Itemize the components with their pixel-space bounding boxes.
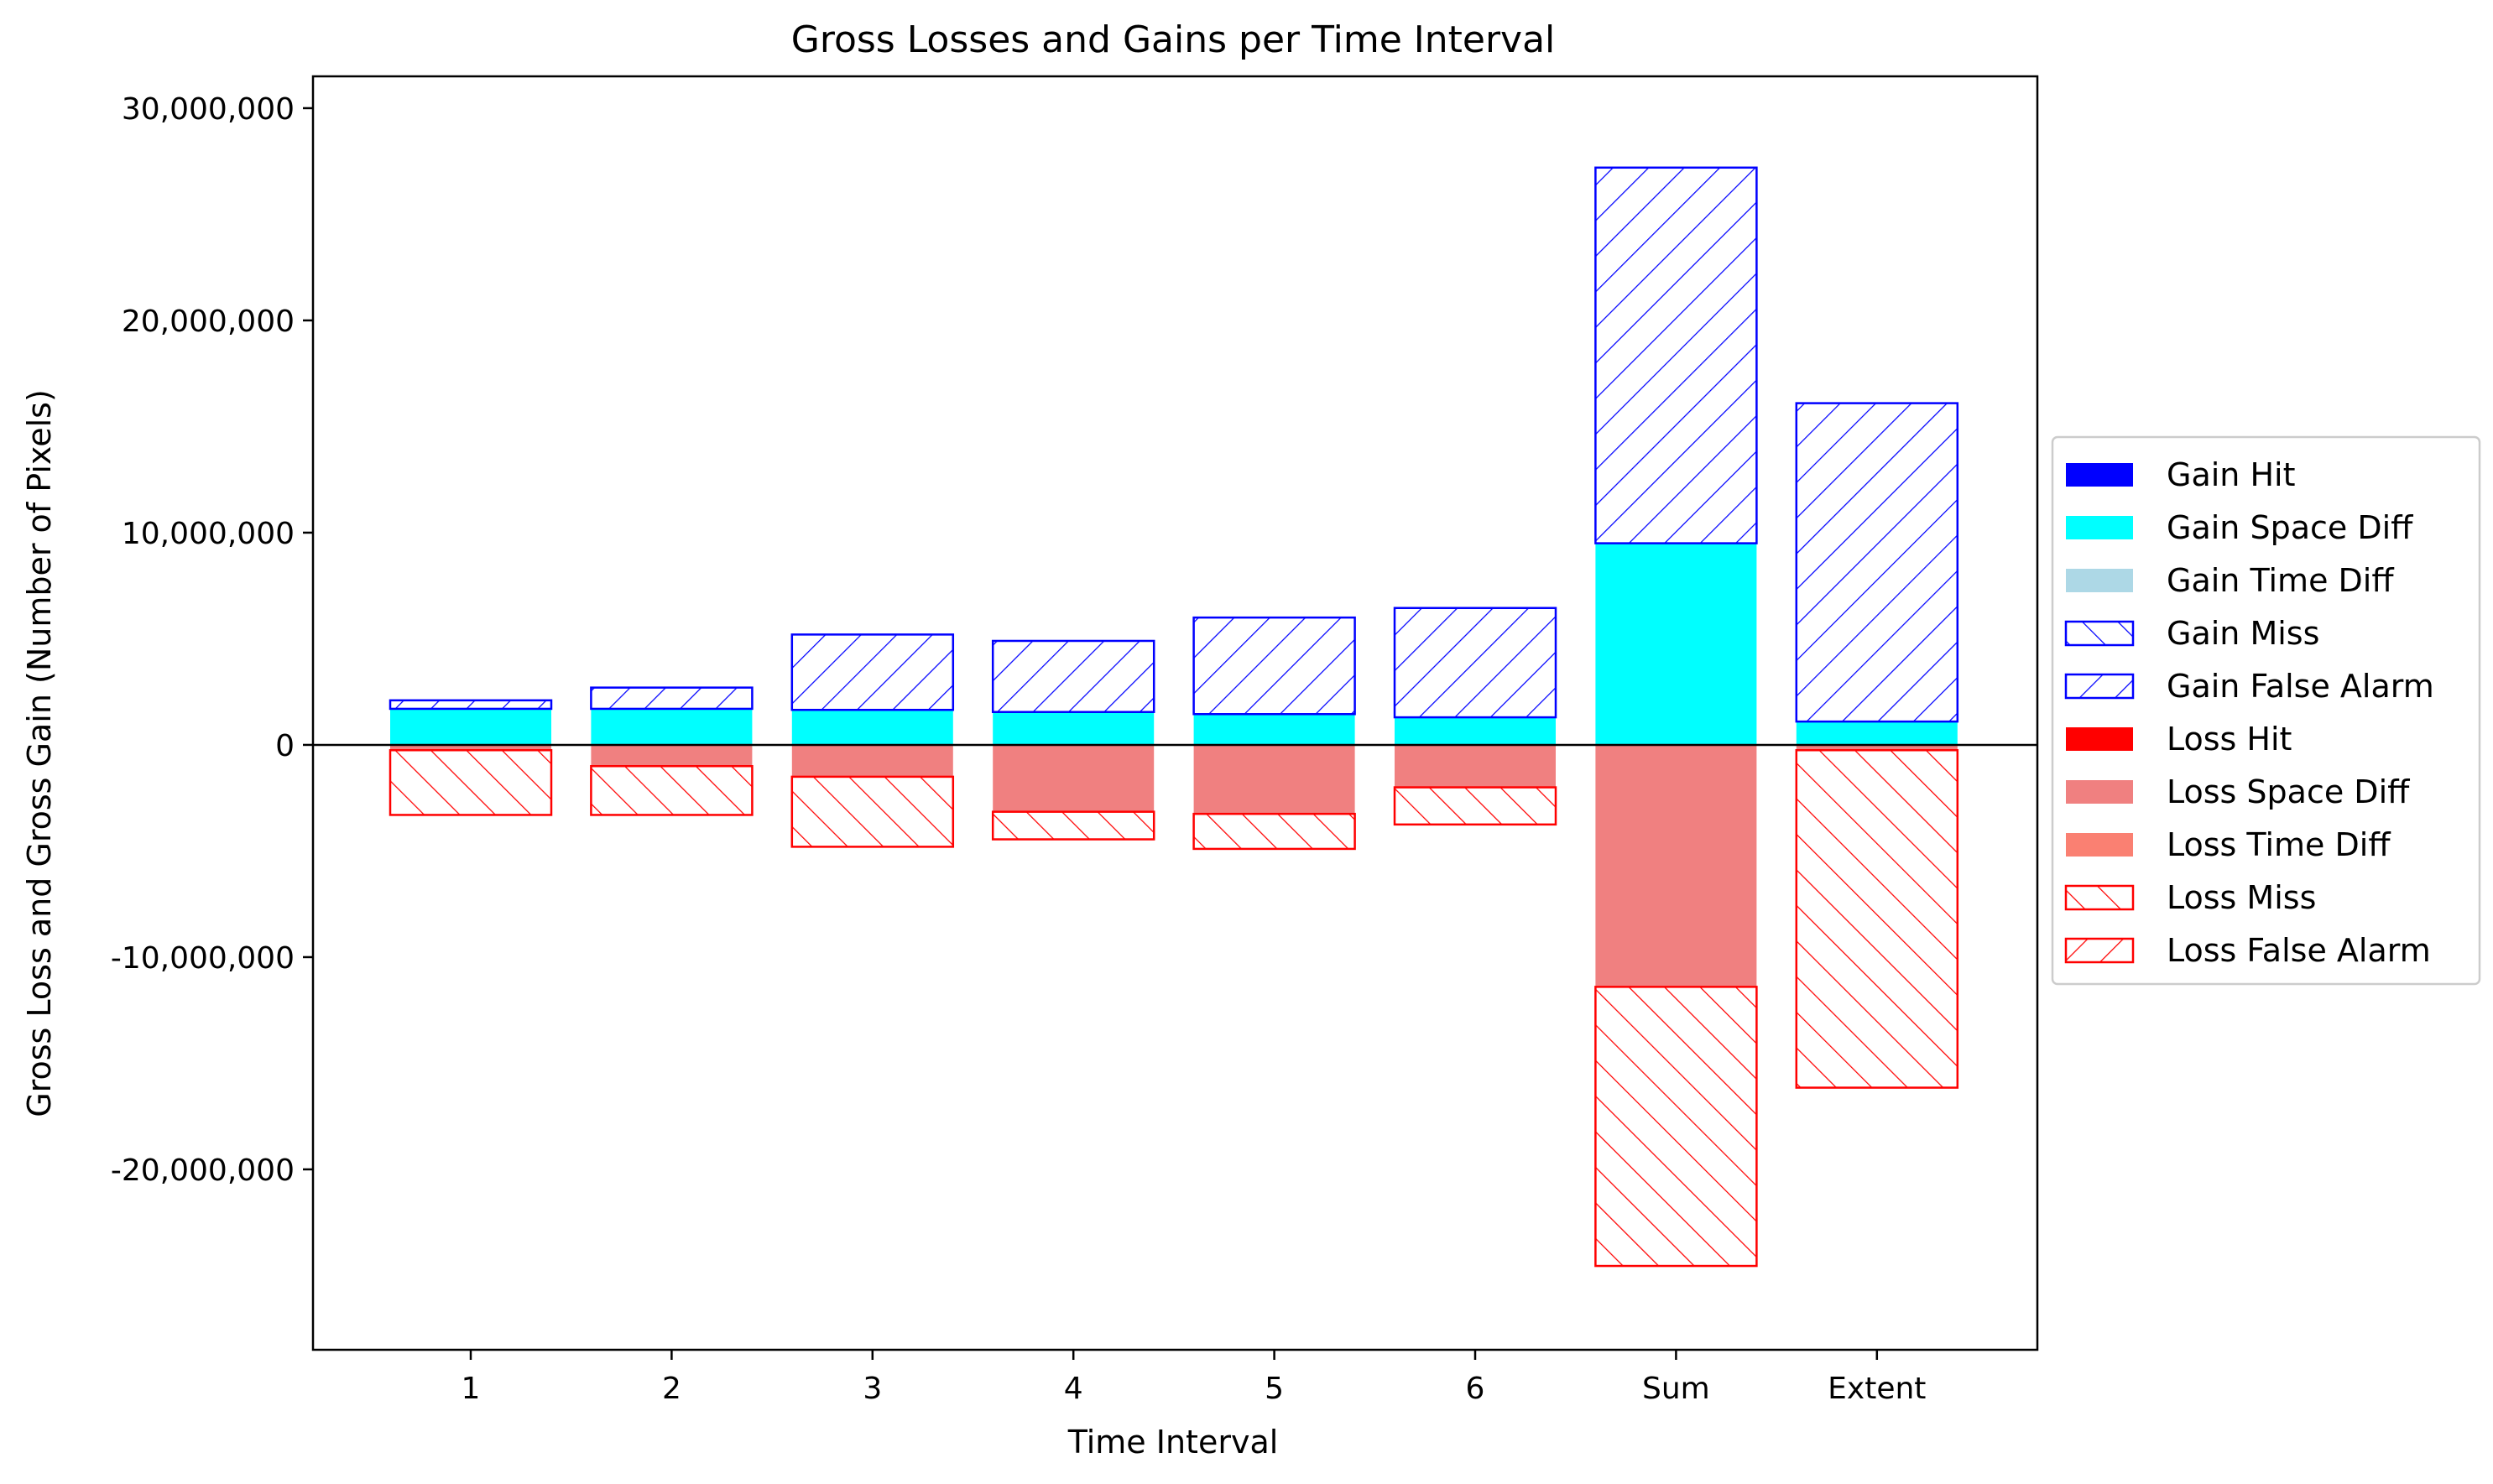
x-tick-label: 3 <box>863 1372 882 1406</box>
bar-hatch-gain-false-alarm-6 <box>1393 607 1557 719</box>
bar-hatch-gain-false-alarm-2 <box>590 686 754 711</box>
bar-gain-space-diff-6 <box>1395 717 1556 745</box>
y-tick-label: 30,000,000 <box>122 92 295 127</box>
bar-loss-space-diff-6 <box>1395 744 1556 788</box>
legend: Gain Hit Gain Space Diff Gain Time Diff Gai… <box>2051 435 2481 986</box>
bar-loss-space-diff-extent <box>1796 744 1958 751</box>
bar-gain-space-diff-1 <box>390 708 551 745</box>
bar-hatch-loss-miss-3 <box>790 775 955 848</box>
bar-hatch-gain-false-alarm-3 <box>790 633 955 711</box>
bar-hatch-gain-false-alarm-4 <box>991 639 1155 713</box>
bar-gain-space-diff-4 <box>993 711 1155 745</box>
bar-loss-space-diff-2 <box>591 744 753 767</box>
bar-hatch-loss-miss-5 <box>1192 812 1356 851</box>
legend-label-gain-space-diff: Gain Space Diff <box>2167 509 2413 546</box>
legend-swatch-loss-miss <box>2064 884 2135 911</box>
y-axis: -20,000,000 -10,000,000 0 10,000,000 20,000,… <box>111 92 313 1188</box>
bar-loss-space-diff-1 <box>390 744 551 751</box>
chart-title: Gross Losses and Gains per Time Interval <box>791 18 1556 61</box>
x-tick-label: 2 <box>662 1372 681 1406</box>
bar-loss-space-diff-5 <box>1193 744 1355 815</box>
bar-hatch-gain-false-alarm-1 <box>389 699 553 711</box>
legend-swatch-gain-time-diff <box>2066 569 2133 592</box>
y-axis-label: Gross Loss and Gross Gain (Number of Pix… <box>21 389 58 1117</box>
legend-label-loss-space-diff: Loss Space Diff <box>2167 773 2410 810</box>
legend-swatch-gain-false-alarm <box>2064 673 2135 700</box>
legend-swatch-loss-time-diff <box>2066 833 2133 857</box>
bar-hatch-loss-miss-1 <box>389 749 553 816</box>
bar-hatch-gain-false-alarm-sum <box>1594 166 1758 544</box>
x-axis: 1 2 3 4 5 6 Sum Extent <box>462 1350 1926 1406</box>
legend-label-gain-false-alarm: Gain False Alarm <box>2167 668 2434 705</box>
legend-label-gain-hit: Gain Hit <box>2167 456 2295 493</box>
y-tick-label: 10,000,000 <box>122 517 295 551</box>
x-tick-label: 4 <box>1064 1372 1083 1406</box>
legend-swatch-gain-miss <box>2064 620 2135 647</box>
legend-swatch-loss-false-alarm <box>2064 937 2135 964</box>
y-tick-label: -20,000,000 <box>111 1153 295 1188</box>
bar-hatch-loss-miss-4 <box>991 810 1155 841</box>
y-tick-label: -10,000,000 <box>111 941 295 976</box>
y-tick-label: 0 <box>275 729 295 763</box>
x-tick-label: Sum <box>1642 1372 1710 1406</box>
bar-loss-space-diff-4 <box>993 744 1155 812</box>
y-tick-label: 20,000,000 <box>122 305 295 339</box>
bars-layer <box>389 166 1959 1268</box>
legend-label-gain-time-diff: Gain Time Diff <box>2167 562 2394 599</box>
legend-label-loss-false-alarm: Loss False Alarm <box>2167 932 2431 969</box>
legend-label-loss-hit: Loss Hit <box>2167 721 2292 758</box>
bar-gain-space-diff-extent <box>1796 721 1958 745</box>
plot-area-frame <box>311 75 2039 1351</box>
bar-hatch-loss-miss-extent <box>1795 749 1959 1089</box>
bar-hatch-loss-miss-2 <box>590 765 754 816</box>
legend-label-loss-miss: Loss Miss <box>2167 879 2316 916</box>
bar-gain-space-diff-sum <box>1595 543 1757 745</box>
x-tick-label: Extent <box>1828 1372 1926 1406</box>
bar-gain-space-diff-5 <box>1193 714 1355 745</box>
legend-swatch-loss-space-diff <box>2066 780 2133 804</box>
bar-hatch-loss-miss-sum <box>1594 986 1758 1268</box>
bar-gain-space-diff-3 <box>791 710 953 745</box>
x-tick-label: 6 <box>1466 1372 1485 1406</box>
legend-label-loss-time-diff: Loss Time Diff <box>2167 826 2391 863</box>
x-axis-label: Time Interval <box>1067 1424 1279 1461</box>
legend-swatch-loss-hit <box>2066 727 2133 751</box>
legend-swatch-gain-space-diff <box>2066 516 2133 539</box>
bar-gain-space-diff-2 <box>591 708 753 745</box>
x-tick-label: 5 <box>1265 1372 1284 1406</box>
legend-swatch-gain-hit <box>2066 463 2133 487</box>
bar-hatch-loss-miss-6 <box>1393 786 1557 826</box>
x-tick-label: 1 <box>462 1372 481 1406</box>
bar-loss-space-diff-3 <box>791 744 953 777</box>
legend-box <box>2051 435 2481 986</box>
bar-hatch-gain-false-alarm-5 <box>1192 616 1356 716</box>
legend-label-gain-miss: Gain Miss <box>2167 615 2319 652</box>
bar-loss-space-diff-sum <box>1595 744 1757 987</box>
bar-hatch-gain-false-alarm-extent <box>1795 402 1959 723</box>
